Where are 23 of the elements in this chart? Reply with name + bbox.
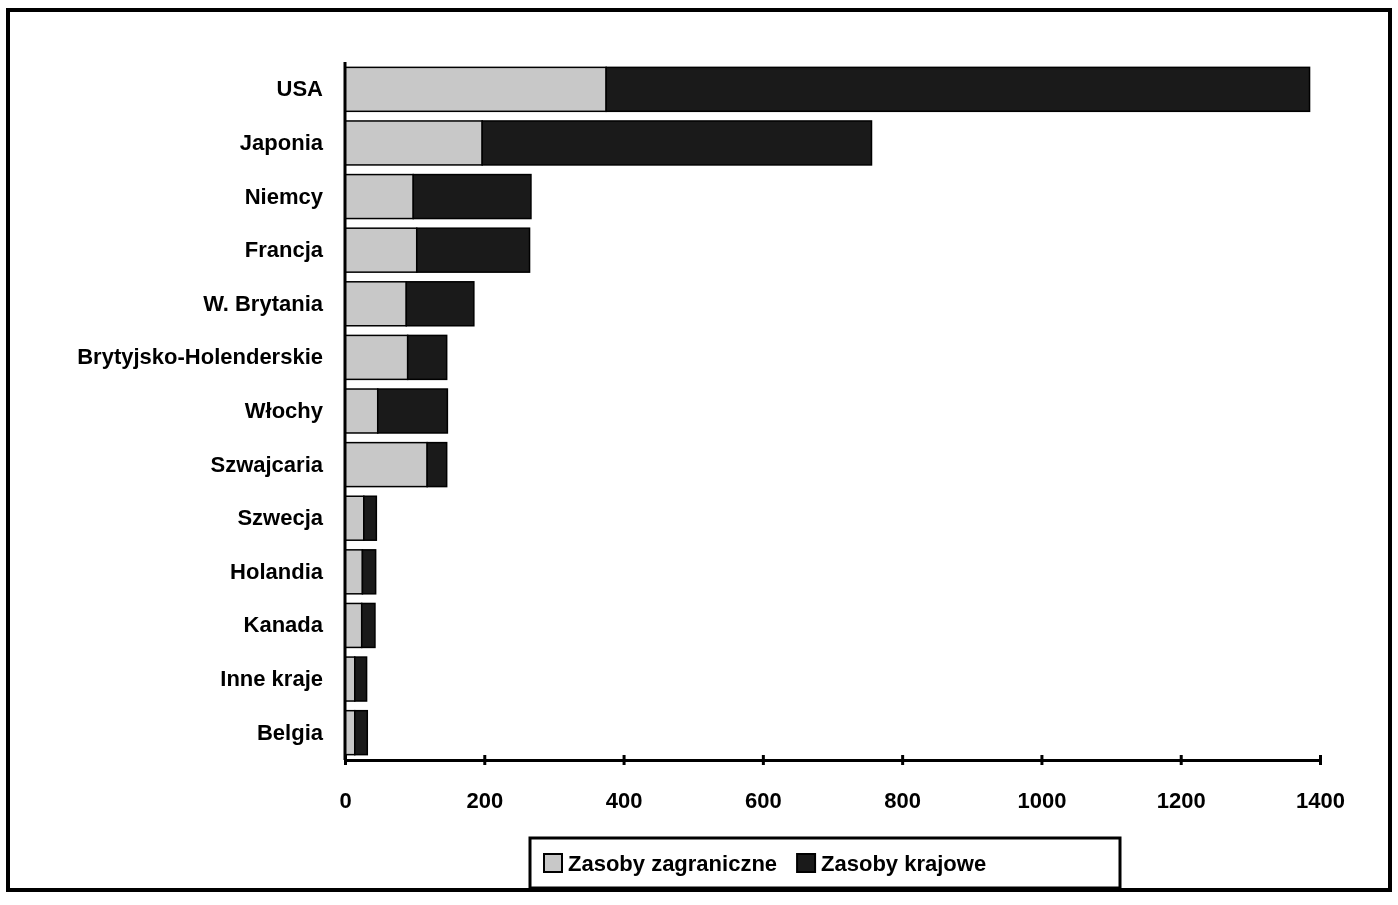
y-tick-label: Kanada bbox=[243, 612, 324, 638]
legend-label: Zasoby zagraniczne bbox=[568, 851, 778, 876]
y-tick-label: Francja bbox=[244, 237, 324, 263]
x-tick-label: 1200 bbox=[1156, 788, 1206, 814]
y-tick-label: Holandia bbox=[230, 558, 324, 584]
y-tick-label: Belgia bbox=[256, 719, 324, 745]
y-tick-label: Szwecja bbox=[237, 505, 324, 531]
y-tick-label: USA bbox=[276, 76, 324, 102]
x-tick-label: 800 bbox=[884, 788, 921, 814]
x-tick-label: 0 bbox=[339, 788, 352, 814]
y-tick-label: Niemcy bbox=[244, 183, 324, 209]
legend-label: Zasoby krajowe bbox=[821, 851, 987, 876]
x-tick-label: 600 bbox=[745, 788, 782, 814]
y-tick-label: Inne kraje bbox=[220, 666, 323, 692]
y-tick-label: Włochy bbox=[244, 398, 324, 424]
y-tick-label: W. Brytania bbox=[203, 290, 324, 316]
y-tick-label: Brytyjsko-Holenderskie bbox=[77, 344, 323, 370]
y-tick-label: Szwajcaria bbox=[210, 451, 324, 477]
x-tick-label: 1000 bbox=[1017, 788, 1067, 814]
x-tick-label: 200 bbox=[466, 788, 504, 814]
x-tick-label: 400 bbox=[605, 788, 643, 814]
x-tick-label: 1400 bbox=[1296, 788, 1345, 814]
y-tick-label: Japonia bbox=[239, 129, 324, 155]
